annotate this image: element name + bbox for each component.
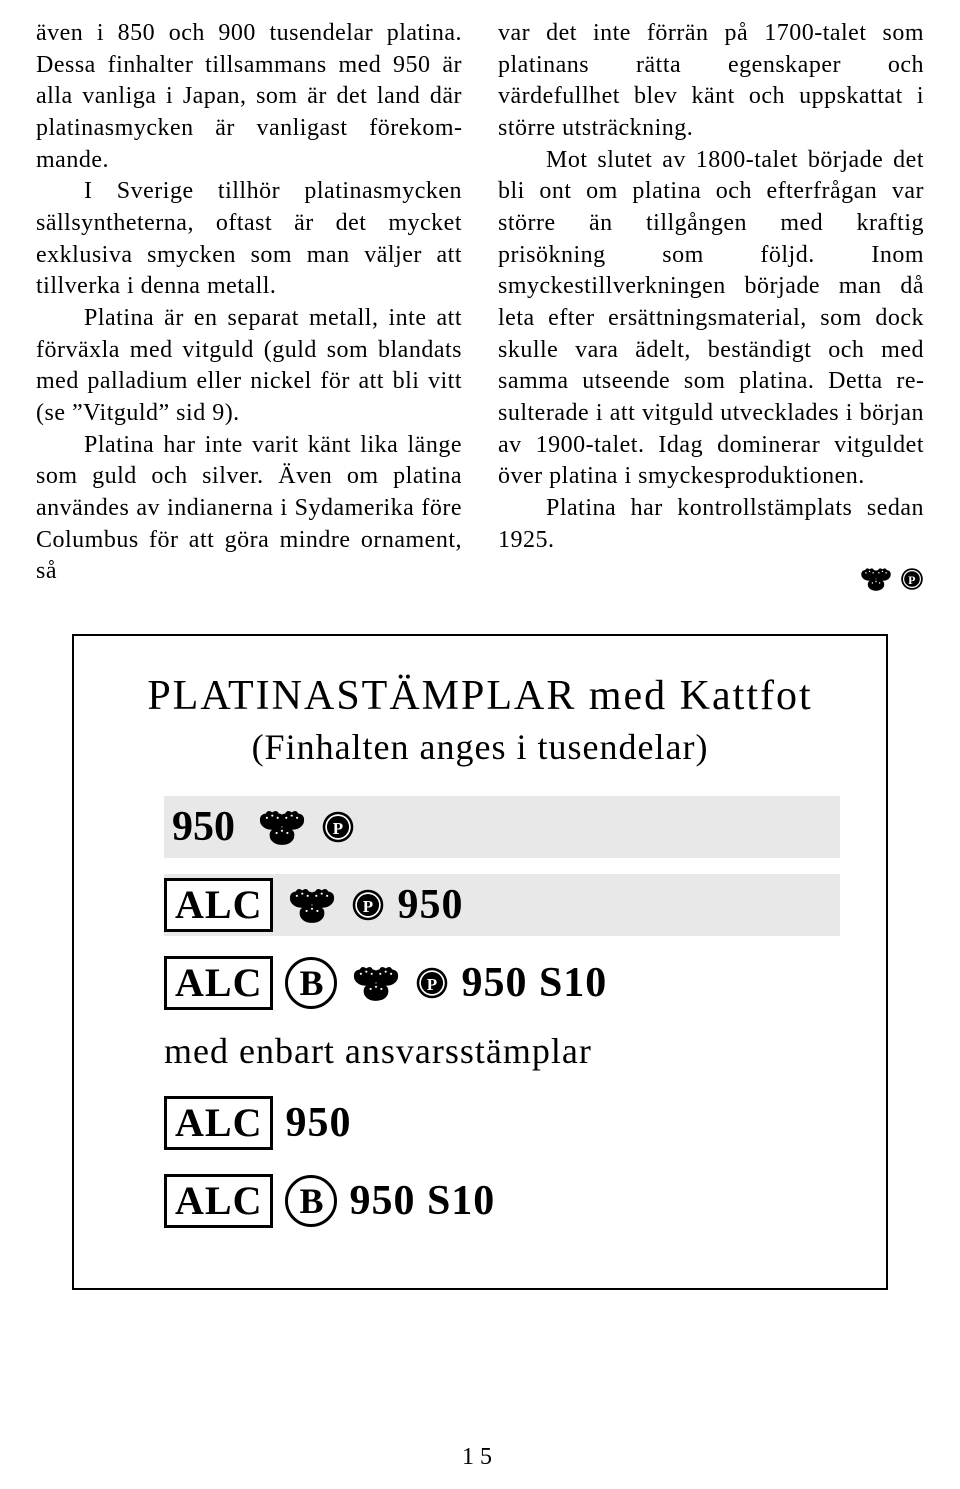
col2-end-icons: P: [498, 562, 924, 594]
col2-para-1: var det inte förrän på 1700-talet som pl…: [498, 18, 924, 145]
stamp-box: PLATINASTÄMPLAR med Kattfot (Finhalten a…: [72, 634, 888, 1290]
col1-para-4: Platina har inte varit känt lika länge s…: [36, 430, 462, 588]
kattfot-icon: [858, 566, 894, 592]
kattfot-icon: [285, 886, 339, 924]
kattfot-icon: [255, 808, 309, 846]
stamp-rows-1: 950 P ALC P 950ALCB P 950 S10: [120, 796, 840, 1014]
svg-text:P: P: [333, 819, 343, 838]
col1-para-1: även i 850 och 900 tusendelar platina. D…: [36, 18, 462, 176]
col2-para-3: Platina har kontrollstämplats sedan 1925…: [498, 493, 924, 556]
p-stamp-icon: P: [415, 966, 449, 1000]
stamp-row: ALCB950 S10: [164, 1170, 840, 1232]
column-1: även i 850 och 900 tusendelar platina. D…: [36, 18, 462, 594]
svg-text:P: P: [363, 897, 373, 916]
col1-para-3: Platina är en separat metall, inte att f…: [36, 303, 462, 430]
fineness-value: 950 S10: [349, 1177, 495, 1225]
p-stamp-icon: P: [321, 810, 355, 844]
stamp-row: ALC P 950: [164, 874, 840, 936]
stamp-row: ALC950: [164, 1092, 840, 1154]
kattfot-icon: [349, 964, 403, 1002]
stamp-rows-2: ALC950ALCB950 S10: [120, 1092, 840, 1232]
stamp-box-subtitle: (Finhalten anges i tusendelar): [120, 726, 840, 768]
p-stamp-icon: P: [900, 567, 924, 591]
stamp-box-title: PLATINASTÄMPLAR med Kattfot: [120, 672, 840, 720]
stamp-midtext: med enbart ansvarsstämplar: [120, 1030, 840, 1072]
fineness-value: 950: [397, 881, 463, 929]
alc-stamp: ALC: [164, 1174, 273, 1228]
page-number: 15: [0, 1444, 960, 1471]
fineness-value: 950: [164, 803, 243, 851]
svg-text:P: P: [427, 975, 437, 994]
fineness-value: 950: [285, 1099, 351, 1147]
alc-stamp: ALC: [164, 878, 273, 932]
alc-stamp: ALC: [164, 956, 273, 1010]
col2-para-2: Mot slutet av 1800-talet bör­jade det bl…: [498, 145, 924, 493]
b-stamp: B: [285, 1175, 337, 1227]
text-columns: även i 850 och 900 tusendelar platina. D…: [36, 18, 924, 594]
stamp-row: ALCB P 950 S10: [164, 952, 840, 1014]
col1-para-2: I Sverige tillhör platina­smycken sällsy…: [36, 176, 462, 303]
stamp-row: 950 P: [164, 796, 840, 858]
p-stamp-icon: P: [351, 888, 385, 922]
svg-text:P: P: [908, 573, 916, 587]
b-stamp: B: [285, 957, 337, 1009]
alc-stamp: ALC: [164, 1096, 273, 1150]
fineness-value: 950 S10: [461, 959, 607, 1007]
column-2: var det inte förrän på 1700-talet som pl…: [498, 18, 924, 594]
